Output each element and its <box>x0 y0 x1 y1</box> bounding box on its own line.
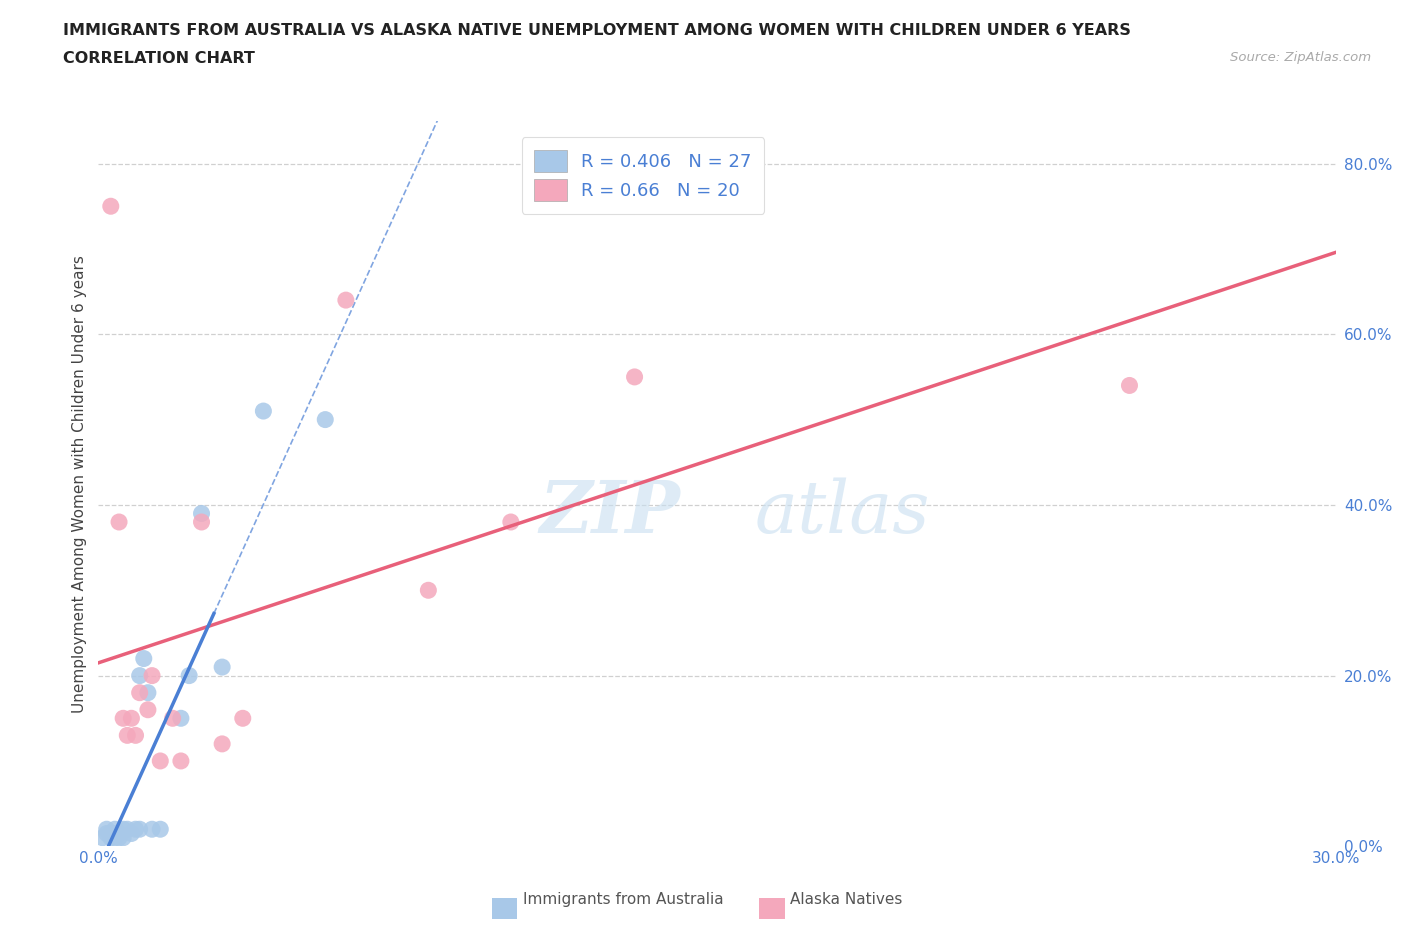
Point <box>232 711 254 725</box>
Text: atlas: atlas <box>754 477 929 548</box>
Text: Source: ZipAtlas.com: Source: ZipAtlas.com <box>1230 51 1371 64</box>
Point <box>170 753 193 768</box>
Point <box>104 830 127 845</box>
Point <box>1118 378 1140 392</box>
Point <box>108 826 131 841</box>
Text: CORRELATION CHART: CORRELATION CHART <box>63 51 254 66</box>
Point <box>108 514 131 529</box>
Point <box>117 822 139 837</box>
Legend: R = 0.406   N = 27, R = 0.66   N = 20: R = 0.406 N = 27, R = 0.66 N = 20 <box>522 138 763 214</box>
Point <box>335 293 357 308</box>
Point <box>112 711 135 725</box>
Point <box>136 685 159 700</box>
Point <box>170 711 193 725</box>
Point <box>141 822 163 837</box>
Point <box>179 668 201 683</box>
Point <box>128 822 150 837</box>
Point <box>104 826 127 841</box>
Point <box>124 822 146 837</box>
Point <box>112 822 135 837</box>
Text: ZIP: ZIP <box>538 477 681 548</box>
Point <box>108 830 131 845</box>
Point <box>211 659 233 674</box>
Point <box>117 728 139 743</box>
Point <box>96 822 118 837</box>
Point <box>91 830 114 845</box>
Point <box>100 826 122 841</box>
Point <box>149 822 172 837</box>
Y-axis label: Unemployment Among Women with Children Under 6 years: Unemployment Among Women with Children U… <box>72 255 87 712</box>
Point <box>499 514 522 529</box>
Point <box>120 826 142 841</box>
Point <box>128 685 150 700</box>
Text: Alaska Natives: Alaska Natives <box>790 892 903 907</box>
Point <box>190 506 212 521</box>
Point <box>418 583 440 598</box>
Point <box>136 702 159 717</box>
Point <box>120 711 142 725</box>
Point <box>149 753 172 768</box>
Point <box>141 668 163 683</box>
Text: IMMIGRANTS FROM AUSTRALIA VS ALASKA NATIVE UNEMPLOYMENT AMONG WOMEN WITH CHILDRE: IMMIGRANTS FROM AUSTRALIA VS ALASKA NATI… <box>63 23 1132 38</box>
Text: Immigrants from Australia: Immigrants from Australia <box>523 892 724 907</box>
Point <box>112 830 135 845</box>
Point <box>96 826 118 841</box>
Point <box>162 711 184 725</box>
Point <box>100 830 122 845</box>
Point <box>252 404 274 418</box>
Point <box>104 822 127 837</box>
Point <box>314 412 336 427</box>
Point <box>132 651 155 666</box>
Point <box>100 199 122 214</box>
Point <box>190 514 212 529</box>
Point <box>623 369 645 384</box>
Point <box>124 728 146 743</box>
Point <box>128 668 150 683</box>
Point <box>211 737 233 751</box>
